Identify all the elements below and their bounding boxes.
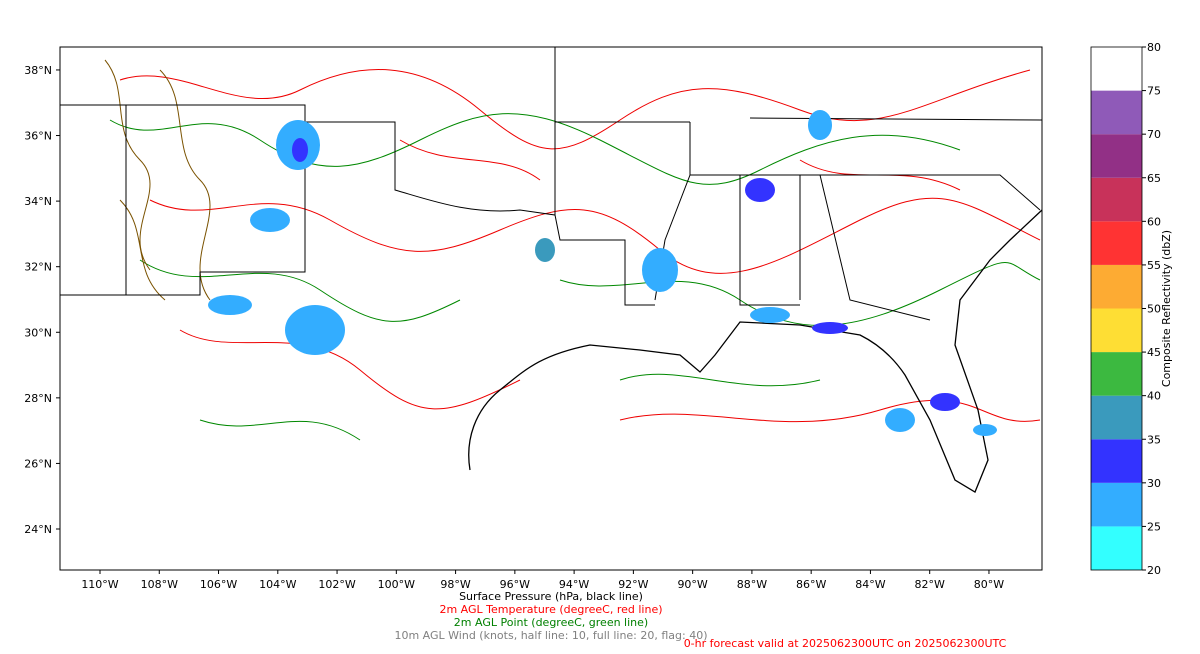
colorbar-segment xyxy=(1091,134,1142,178)
lon-tick-label: 86°W xyxy=(796,578,826,591)
lon-tick-label: 88°W xyxy=(737,578,767,591)
colorbar-tick-label: 50 xyxy=(1147,303,1161,316)
lat-tick-label: 30°N xyxy=(24,326,52,339)
lon-tick-label: 90°W xyxy=(677,578,707,591)
lon-tick-label: 102°W xyxy=(318,578,355,591)
lon-tick-label: 104°W xyxy=(259,578,296,591)
colorbar-segment xyxy=(1091,482,1142,527)
colorbar-tick-label: 40 xyxy=(1147,390,1161,403)
coastline xyxy=(468,209,1043,493)
lon-tick-label: 94°W xyxy=(559,578,589,591)
lat-tick-label: 36°N xyxy=(24,130,52,143)
forecast-valid-text: 0-hr forecast valid at 2025062300UTC on … xyxy=(684,637,1007,650)
colorbar-tick-label: 65 xyxy=(1147,172,1161,185)
lon-tick-label: 110°W xyxy=(81,578,118,591)
colorbar-frame xyxy=(1090,46,1143,571)
lat-tick-label: 34°N xyxy=(24,195,52,208)
caption: 2m AGL Temperature (degreeC, red line) xyxy=(439,603,662,616)
colorbar-tick-label: 80 xyxy=(1147,41,1161,54)
state-borders xyxy=(60,47,1043,321)
lon-tick-label: 98°W xyxy=(440,578,470,591)
colorbar-tick-label: 75 xyxy=(1147,85,1161,98)
colorbar-segment xyxy=(1091,526,1142,570)
lon-tick-label: 108°W xyxy=(141,578,178,591)
colorbar-tick-label: 70 xyxy=(1147,128,1161,141)
map-frame xyxy=(59,46,1043,571)
colorbar-tick-label: 30 xyxy=(1147,477,1161,490)
lat-tick-label: 28°N xyxy=(24,392,52,405)
colorbar-tick-label: 35 xyxy=(1147,433,1161,446)
lon-tick-label: 80°W xyxy=(974,578,1004,591)
lat-tick-label: 38°N xyxy=(24,64,52,77)
colorbar-tick-label: 60 xyxy=(1147,215,1161,228)
terrain-contours xyxy=(104,59,211,301)
lon-tick-label: 92°W xyxy=(618,578,648,591)
colorbar-segment xyxy=(1091,395,1142,440)
lat-tick-label: 26°N xyxy=(24,457,52,470)
colorbar-segment xyxy=(1091,177,1142,222)
colorbar-tick-label: 45 xyxy=(1147,346,1161,359)
colorbar-tick-label: 20 xyxy=(1147,564,1161,577)
colorbar-label: Composite Reflectivity (dbZ) xyxy=(1160,230,1173,387)
caption: 2m AGL Point (degreeC, green line) xyxy=(454,616,648,629)
caption: Surface Pressure (hPa, black line) xyxy=(459,590,643,603)
colorbar-segment xyxy=(1091,439,1142,483)
map-layer xyxy=(60,47,1043,493)
lat-tick-label: 24°N xyxy=(24,523,52,536)
colorbar-segment xyxy=(1091,264,1142,309)
colorbar-segment xyxy=(1091,308,1142,353)
colorbar-segment xyxy=(1091,90,1142,135)
lon-tick-label: 82°W xyxy=(915,578,945,591)
colorbar-tick-label: 55 xyxy=(1147,259,1161,272)
colorbar-segment xyxy=(1091,352,1142,396)
radar-echoes xyxy=(208,110,997,436)
colorbar-segment xyxy=(1091,221,1142,265)
lon-tick-label: 100°W xyxy=(378,578,415,591)
lon-tick-label: 106°W xyxy=(200,578,237,591)
caption: 10m AGL Wind (knots, half line: 10, full… xyxy=(394,629,707,642)
lon-tick-label: 96°W xyxy=(500,578,530,591)
lon-tick-label: 84°W xyxy=(855,578,885,591)
lat-tick-label: 32°N xyxy=(24,261,52,274)
colorbar-tick-label: 25 xyxy=(1147,520,1161,533)
temperature-contours xyxy=(119,69,1041,423)
colorbar-segment xyxy=(1091,47,1142,91)
